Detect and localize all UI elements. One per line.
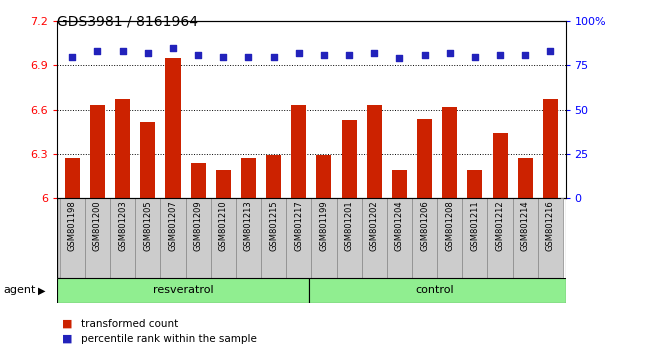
Text: GSM801205: GSM801205 [143, 201, 152, 251]
Bar [392, 170, 407, 198]
Bar [241, 159, 256, 198]
Bar [417, 119, 432, 198]
Bar [110, 198, 135, 278]
Point [168, 45, 178, 51]
Bar [538, 198, 563, 278]
Text: GSM801198: GSM801198 [68, 201, 77, 251]
Bar [467, 170, 482, 198]
Text: GSM801216: GSM801216 [546, 201, 555, 251]
Point [445, 50, 455, 56]
Bar [513, 198, 538, 278]
Bar [317, 155, 332, 198]
Bar [216, 170, 231, 198]
Bar [517, 159, 533, 198]
Text: GSM801211: GSM801211 [471, 201, 480, 251]
Point [545, 48, 556, 54]
Bar [367, 105, 382, 198]
Bar [462, 198, 488, 278]
Bar [90, 105, 105, 198]
Bar [135, 198, 161, 278]
Text: transformed count: transformed count [81, 319, 179, 329]
Text: GSM801215: GSM801215 [269, 201, 278, 251]
Bar [185, 198, 211, 278]
Text: GSM801206: GSM801206 [420, 201, 429, 251]
Point [318, 52, 329, 58]
Bar [488, 198, 513, 278]
Text: GSM801200: GSM801200 [93, 201, 102, 251]
Bar [161, 198, 185, 278]
Bar [211, 198, 236, 278]
Bar [165, 58, 181, 198]
Bar [85, 198, 110, 278]
Bar [291, 105, 306, 198]
Bar [286, 198, 311, 278]
Text: ▶: ▶ [38, 285, 46, 295]
Point [142, 50, 153, 56]
Point [369, 50, 380, 56]
Point [495, 52, 505, 58]
Point [92, 48, 103, 54]
Bar [442, 107, 458, 198]
Bar [115, 99, 130, 198]
Bar [361, 198, 387, 278]
Bar [337, 198, 361, 278]
Text: GSM801212: GSM801212 [495, 201, 504, 251]
Text: GSM801199: GSM801199 [319, 201, 328, 251]
Bar [412, 198, 437, 278]
Bar [190, 163, 205, 198]
Bar [493, 133, 508, 198]
Text: GSM801209: GSM801209 [194, 201, 203, 251]
Point [419, 52, 430, 58]
Point [193, 52, 203, 58]
Text: control: control [415, 285, 454, 295]
Text: ■: ■ [62, 334, 72, 344]
Bar [140, 121, 155, 198]
Bar [311, 198, 337, 278]
Bar [543, 99, 558, 198]
Text: resveratrol: resveratrol [153, 285, 213, 295]
Text: percentile rank within the sample: percentile rank within the sample [81, 334, 257, 344]
Bar [309, 278, 566, 303]
Bar [261, 198, 286, 278]
Point [67, 54, 77, 59]
Point [344, 52, 354, 58]
Point [294, 50, 304, 56]
Text: GSM801210: GSM801210 [219, 201, 227, 251]
Text: GSM801217: GSM801217 [294, 201, 304, 251]
Text: agent: agent [3, 285, 36, 295]
Point [218, 54, 229, 59]
Bar [437, 198, 462, 278]
Bar [387, 198, 412, 278]
Point [118, 48, 128, 54]
Text: GSM801214: GSM801214 [521, 201, 530, 251]
Text: ■: ■ [62, 319, 72, 329]
Point [470, 54, 480, 59]
Text: GSM801201: GSM801201 [344, 201, 354, 251]
Text: GSM801204: GSM801204 [395, 201, 404, 251]
Bar [236, 198, 261, 278]
Bar [341, 120, 357, 198]
Text: GDS3981 / 8161964: GDS3981 / 8161964 [57, 14, 198, 28]
Bar [266, 155, 281, 198]
Text: GSM801207: GSM801207 [168, 201, 177, 251]
Point [268, 54, 279, 59]
Point [520, 52, 530, 58]
Text: GSM801202: GSM801202 [370, 201, 379, 251]
Point [243, 54, 254, 59]
Text: GSM801208: GSM801208 [445, 201, 454, 251]
Bar [65, 159, 80, 198]
Text: GSM801213: GSM801213 [244, 201, 253, 251]
Bar [57, 278, 309, 303]
Bar [60, 198, 85, 278]
Text: GSM801203: GSM801203 [118, 201, 127, 251]
Point [394, 56, 404, 61]
